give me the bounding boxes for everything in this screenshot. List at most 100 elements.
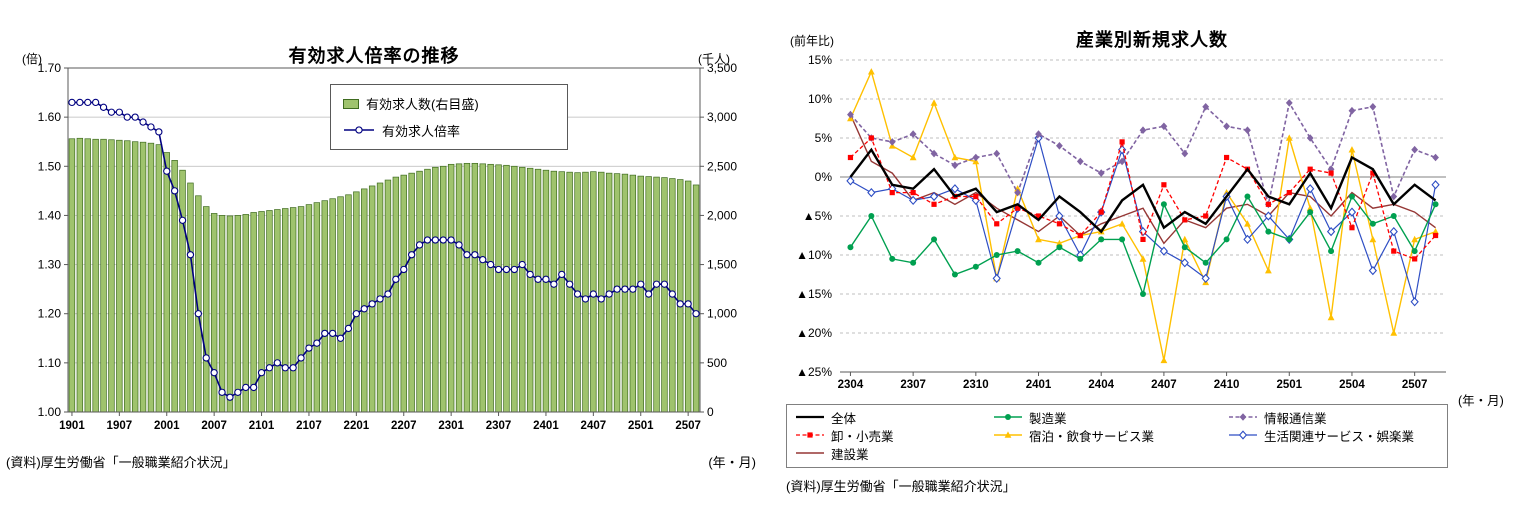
legend-label: 情報通信業 <box>1264 411 1327 426</box>
svg-text:2504: 2504 <box>1339 379 1365 391</box>
legend-label: 製造業 <box>1029 411 1067 426</box>
series-2 <box>849 114 1436 245</box>
chart-new-openings-by-industry: 産業別新規求人数 (前年比) 15% 10% 5% 0% ▲5% ▲10% ▲15% ▲20%… <box>782 0 1533 514</box>
svg-text:2201: 2201 <box>344 420 370 432</box>
svg-text:2410: 2410 <box>1214 379 1240 391</box>
right-chart-title: 産業別新規求人数 <box>1076 30 1228 50</box>
svg-text:▲5%: ▲5% <box>803 209 833 223</box>
svg-text:2401: 2401 <box>1026 379 1052 391</box>
svg-text:1.10: 1.10 <box>38 356 62 370</box>
svg-text:2507: 2507 <box>1402 379 1428 391</box>
svg-text:1.50: 1.50 <box>38 159 62 173</box>
svg-text:2001: 2001 <box>154 420 180 432</box>
svg-text:1907: 1907 <box>107 420 133 432</box>
svg-text:1.70: 1.70 <box>38 61 62 75</box>
svg-text:1,000: 1,000 <box>707 307 737 321</box>
svg-text:2507: 2507 <box>675 420 701 432</box>
right-source-note: (資料)厚生労働省「一般職業紹介状況」 <box>786 479 1016 494</box>
svg-text:▲20%: ▲20% <box>796 326 832 340</box>
left-legend: 有効求人数(右目盛) 有効求人倍率 <box>330 84 568 150</box>
svg-text:2407: 2407 <box>581 420 607 432</box>
legend-item-1: 卸・小売業 <box>795 426 993 445</box>
ratio-line-group <box>68 98 700 401</box>
right-year-month-label: (年・月) <box>1458 394 1504 408</box>
svg-text:3,500: 3,500 <box>707 61 737 75</box>
series-swatch-icon <box>796 415 824 419</box>
svg-text:1.00: 1.00 <box>38 405 62 419</box>
svg-text:▲15%: ▲15% <box>796 287 832 301</box>
legend-label: 有効求人倍率 <box>382 123 461 139</box>
chart-effective-ratio: 有効求人倍率の推移 (倍) (千人) 1.00 1.10 1.20 1.30 1.40 1… <box>4 0 766 514</box>
axis-labels: 15% 10% 5% 0% ▲5% ▲10% ▲15% ▲20% ▲25% 2304 2307 231… <box>796 53 1427 391</box>
legend-item-bar: 有効求人数(右目盛) <box>343 94 555 113</box>
bars-group <box>68 137 700 413</box>
svg-text:5%: 5% <box>815 131 833 145</box>
right-legend: 全体卸・小売業建設業 製造業宿泊・飲食サービス業 情報通信業生活関連サービス・娯楽業 <box>786 404 1448 468</box>
svg-text:1.40: 1.40 <box>38 208 62 222</box>
series-swatch-icon <box>1229 430 1257 440</box>
svg-text:1.30: 1.30 <box>38 258 62 272</box>
svg-text:2301: 2301 <box>438 420 464 432</box>
svg-text:1.60: 1.60 <box>38 110 62 124</box>
yoy-axis-unit-label: (前年比) <box>790 34 834 48</box>
svg-text:3,000: 3,000 <box>707 110 737 124</box>
left-axis-unit-label: (倍) <box>22 52 42 66</box>
legend-label: 宿泊・飲食サービス業 <box>1029 429 1155 444</box>
series-swatch-icon <box>1229 413 1257 421</box>
left-year-month-label: (年・月) <box>708 455 756 470</box>
legend-label: 卸・小売業 <box>831 429 894 444</box>
legend-item-5: 情報通信業 <box>1228 408 1439 427</box>
legend-label: 全体 <box>831 411 857 426</box>
left-chart-title: 有効求人倍率の推移 <box>288 46 460 66</box>
legend-item-6: 生活関連サービス・娯楽業 <box>1228 426 1439 445</box>
svg-text:15%: 15% <box>808 53 832 67</box>
svg-text:2207: 2207 <box>391 420 417 432</box>
left-source-note: (資料)厚生労働省「一般職業紹介状況」 <box>6 455 236 470</box>
svg-text:1.20: 1.20 <box>38 307 62 321</box>
series-3 <box>847 193 1439 297</box>
legend-label: 有効求人数(右目盛) <box>366 97 479 113</box>
legend-label: 生活関連サービス・娯楽業 <box>1264 429 1415 444</box>
series-swatch-icon <box>796 452 824 454</box>
svg-text:2304: 2304 <box>838 379 864 391</box>
svg-text:2310: 2310 <box>963 379 989 391</box>
legend-label: 建設業 <box>831 447 869 462</box>
svg-text:2307: 2307 <box>486 420 512 432</box>
bar-swatch-icon <box>343 98 359 109</box>
svg-text:1,500: 1,500 <box>707 258 737 272</box>
series-swatch-icon <box>994 431 1022 438</box>
svg-text:2007: 2007 <box>201 420 227 432</box>
svg-text:2501: 2501 <box>628 420 654 432</box>
svg-text:0%: 0% <box>815 170 833 184</box>
left-chart-plot: 1.00 1.10 1.20 1.30 1.40 1.50 1.60 1.70 0 500 1,00… <box>38 61 738 432</box>
svg-text:2307: 2307 <box>900 379 926 391</box>
svg-text:1901: 1901 <box>59 420 85 432</box>
svg-text:2407: 2407 <box>1151 379 1177 391</box>
svg-text:2,500: 2,500 <box>707 159 737 173</box>
legend-item-4: 宿泊・飲食サービス業 <box>993 426 1228 445</box>
right-chart-plot: 15% 10% 5% 0% ▲5% ▲10% ▲15% ▲20% ▲25% 2304 2307 231… <box>796 53 1446 391</box>
series-swatch-icon <box>796 432 824 438</box>
svg-text:0: 0 <box>707 405 714 419</box>
line-swatch-icon <box>344 126 374 134</box>
series-6 <box>846 133 1440 307</box>
svg-text:▲25%: ▲25% <box>796 365 832 379</box>
series-swatch-icon <box>994 414 1022 420</box>
legend-item-line: 有効求人倍率 <box>343 121 555 140</box>
svg-text:▲10%: ▲10% <box>796 248 832 262</box>
legend-item-2: 建設業 <box>795 444 993 463</box>
svg-text:2501: 2501 <box>1276 379 1302 391</box>
svg-text:2401: 2401 <box>533 420 559 432</box>
svg-text:2404: 2404 <box>1088 379 1114 391</box>
gridlines <box>840 59 1446 373</box>
svg-text:500: 500 <box>707 356 727 370</box>
series-0 <box>849 147 1437 234</box>
svg-text:2,000: 2,000 <box>707 208 737 222</box>
svg-text:2101: 2101 <box>249 420 275 432</box>
legend-item-3: 製造業 <box>993 408 1228 427</box>
legend-item-0: 全体 <box>795 408 993 427</box>
svg-text:2107: 2107 <box>296 420 322 432</box>
axis-labels: 1.00 1.10 1.20 1.30 1.40 1.50 1.60 1.70 0 500 1,00… <box>38 61 738 432</box>
right-axis-unit-label: (千人) <box>698 52 730 66</box>
